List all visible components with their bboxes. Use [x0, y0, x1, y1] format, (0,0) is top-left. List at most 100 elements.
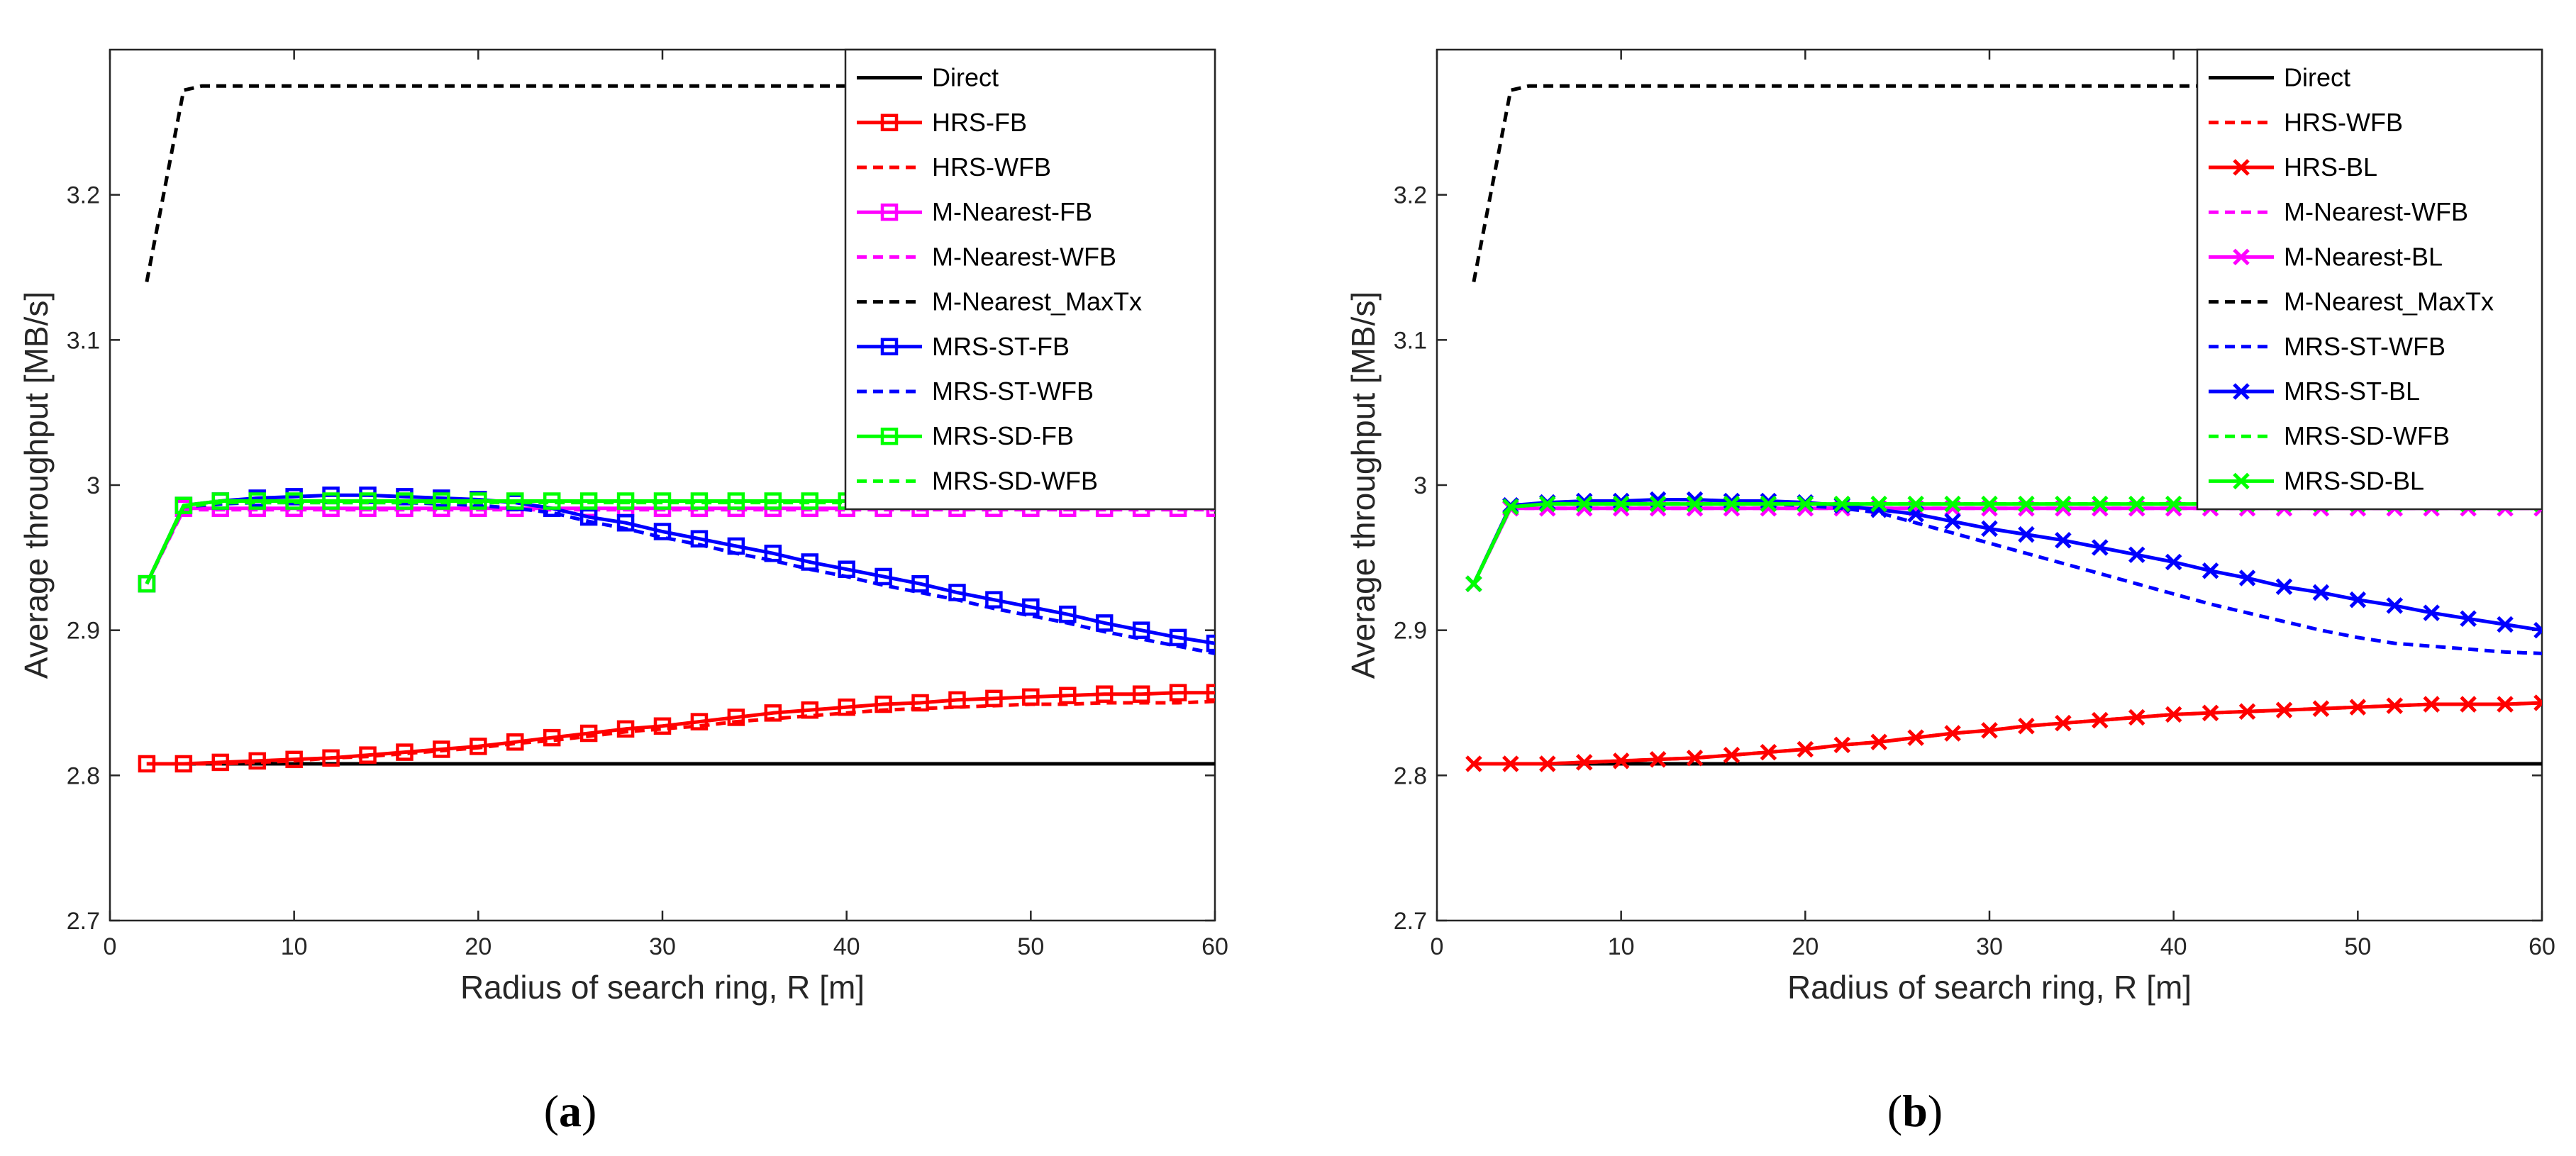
legend-entry-mrs-st-wfb: MRS-ST-WFB: [857, 377, 1094, 406]
legend-entry-hrs-bl: HRS-BL: [2209, 152, 2377, 182]
data-point-mrs-st-bl: [2202, 562, 2219, 579]
series-line-m-nearest-maxtx: [1472, 84, 2542, 282]
data-point-hrs-bl: [1539, 755, 1556, 772]
x-tick-label: 0: [104, 933, 117, 960]
legend-label: M-Nearest-FB: [932, 197, 1092, 226]
data-point-mrs-sd-fb: [174, 496, 193, 514]
data-point-mrs-st-fb: [1132, 621, 1150, 639]
data-point-mrs-sd-bl: [1465, 575, 1482, 592]
legend-label: MRS-ST-WFB: [2284, 332, 2445, 361]
legend-entry-m-nearest-maxtx: M-Nearest_MaxTx: [2209, 287, 2494, 316]
data-point-hrs-bl: [1907, 729, 1924, 746]
series-line-mrs-st-wfb: [145, 501, 1215, 655]
data-point-hrs-fb: [690, 713, 709, 730]
data-point-mrs-sd-bl: [1944, 495, 1961, 513]
data-point-mrs-sd-fb: [616, 492, 635, 510]
data-point-mrs-sd-bl: [2092, 495, 2109, 513]
panel-a: 0 10 20 30 40 50 60 2.7 2.8 2.9 3 3.1 3.2 Radius of s…: [18, 48, 1228, 1136]
data-point-hrs-bl: [2092, 711, 2109, 729]
legend-label: MRS-ST-WFB: [932, 377, 1094, 406]
y-tick-label: 2.7: [1394, 908, 1427, 935]
data-point-mrs-st-bl: [2312, 584, 2330, 601]
data-point-mrs-st-bl: [1612, 492, 1630, 510]
legend-entry-mrs-sd-wfb: MRS-SD-WFB: [2209, 421, 2450, 450]
data-point-mrs-st-bl: [2497, 616, 2514, 633]
data-point-mrs-st-bl: [2349, 591, 2367, 608]
legend-entry-m-nearest-wfb: M-Nearest-WFB: [857, 242, 1116, 271]
series-m-nearest-maxtx: [145, 84, 1215, 282]
y-tick-label: 3.2: [1394, 182, 1427, 209]
legend-entry-direct: Direct: [857, 63, 999, 92]
data-point-mrs-sd-bl: [2128, 495, 2145, 513]
x-axis-label: Radius of search ring, R [m]: [460, 969, 865, 1006]
data-point-mrs-st-bl: [2055, 532, 2072, 549]
data-point-hrs-fb: [470, 738, 487, 755]
y-tick-label: 3.1: [67, 327, 100, 354]
series-mrs-st-wfb: [1472, 502, 2542, 655]
data-point-mrs-sd-fb: [138, 574, 156, 593]
data-point-mrs-sd-bl: [2018, 495, 2035, 513]
data-point-mrs-st-fb: [764, 544, 782, 562]
data-point-mrs-st-bl: [2018, 526, 2035, 543]
data-point-mrs-sd-bl: [1502, 498, 1519, 516]
x-tick-label: 40: [833, 933, 860, 960]
legend-entry-hrs-wfb: HRS-WFB: [2209, 108, 2403, 137]
legend-label: MRS-ST-BL: [2284, 377, 2420, 406]
data-point-mrs-st-bl: [1944, 513, 1961, 530]
legend-entry-mrs-st-wfb: MRS-ST-WFB: [2209, 332, 2445, 361]
legend-label: HRS-WFB: [932, 152, 1051, 182]
data-point-hrs-bl: [2533, 694, 2542, 711]
data-point-hrs-bl: [1723, 746, 1741, 764]
data-point-hrs-bl: [1797, 740, 1814, 758]
legend-entry-m-nearest-fb: M-Nearest-FB: [857, 197, 1092, 226]
legend-marker: [2233, 248, 2250, 266]
y-tick-label: 2.9: [67, 618, 100, 645]
x-tick-label: 60: [2528, 933, 2555, 960]
legend-label: M-Nearest_MaxTx: [2284, 287, 2494, 316]
legend-box: [844, 48, 1216, 511]
legend-box: [2196, 48, 2543, 511]
data-point-mrs-st-fb: [1022, 598, 1040, 616]
data-point-mrs-st-bl: [2128, 546, 2145, 564]
data-point-mrs-st-bl: [2092, 539, 2109, 556]
x-tick-label: 50: [1017, 933, 1044, 960]
data-point-hrs-bl: [2386, 697, 2404, 714]
legend-entry-m-nearest-maxtx: M-Nearest_MaxTx: [857, 287, 1142, 316]
data-point-hrs-bl: [2497, 696, 2514, 713]
data-point-hrs-bl: [1981, 722, 1998, 739]
data-point-hrs-bl: [2312, 700, 2330, 717]
y-axis-label: Average throughput [MB/s]: [18, 291, 55, 679]
legend-marker: [2233, 383, 2250, 400]
data-point-hrs-bl: [1944, 725, 1961, 742]
data-point-hrs-fb: [727, 708, 745, 726]
data-point-mrs-sd-fb: [322, 492, 340, 510]
legend-marker: [880, 113, 899, 132]
legend-label: MRS-SD-WFB: [2284, 421, 2450, 450]
data-point-mrs-sd-bl: [1907, 495, 1924, 513]
x-tick-label: 50: [2344, 933, 2371, 960]
data-point-mrs-st-bl: [2386, 597, 2404, 614]
data-point-hrs-bl: [2128, 708, 2145, 726]
legend-label: MRS-SD-WFB: [932, 466, 1098, 495]
x-tick-label: 20: [465, 933, 492, 960]
data-point-hrs-bl: [2275, 701, 2293, 718]
data-point-mrs-sd-fb: [470, 492, 487, 510]
data-point-hrs-bl: [1760, 743, 1777, 761]
legend-label: MRS-SD-FB: [932, 421, 1074, 450]
x-tick-label: 10: [281, 933, 308, 960]
data-point-mrs-sd-bl: [1686, 495, 1704, 513]
data-point-hrs-bl: [2460, 696, 2477, 713]
data-point-hrs-fb: [543, 728, 561, 747]
data-point-mrs-st-fb: [911, 574, 929, 593]
x-tick-label: 30: [1976, 933, 2003, 960]
legend-marker: [880, 427, 899, 445]
legend-entry-mrs-sd-wfb: MRS-SD-WFB: [857, 466, 1098, 495]
data-point-hrs-bl: [2423, 696, 2440, 713]
data-point-hrs-fb: [948, 691, 966, 709]
data-point-mrs-st-bl: [2460, 610, 2477, 628]
y-tick-label: 3: [1414, 472, 1427, 499]
data-point-mrs-sd-bl: [1797, 495, 1814, 513]
data-point-hrs-bl: [1870, 733, 1887, 751]
x-tick-label: 40: [2160, 933, 2187, 960]
